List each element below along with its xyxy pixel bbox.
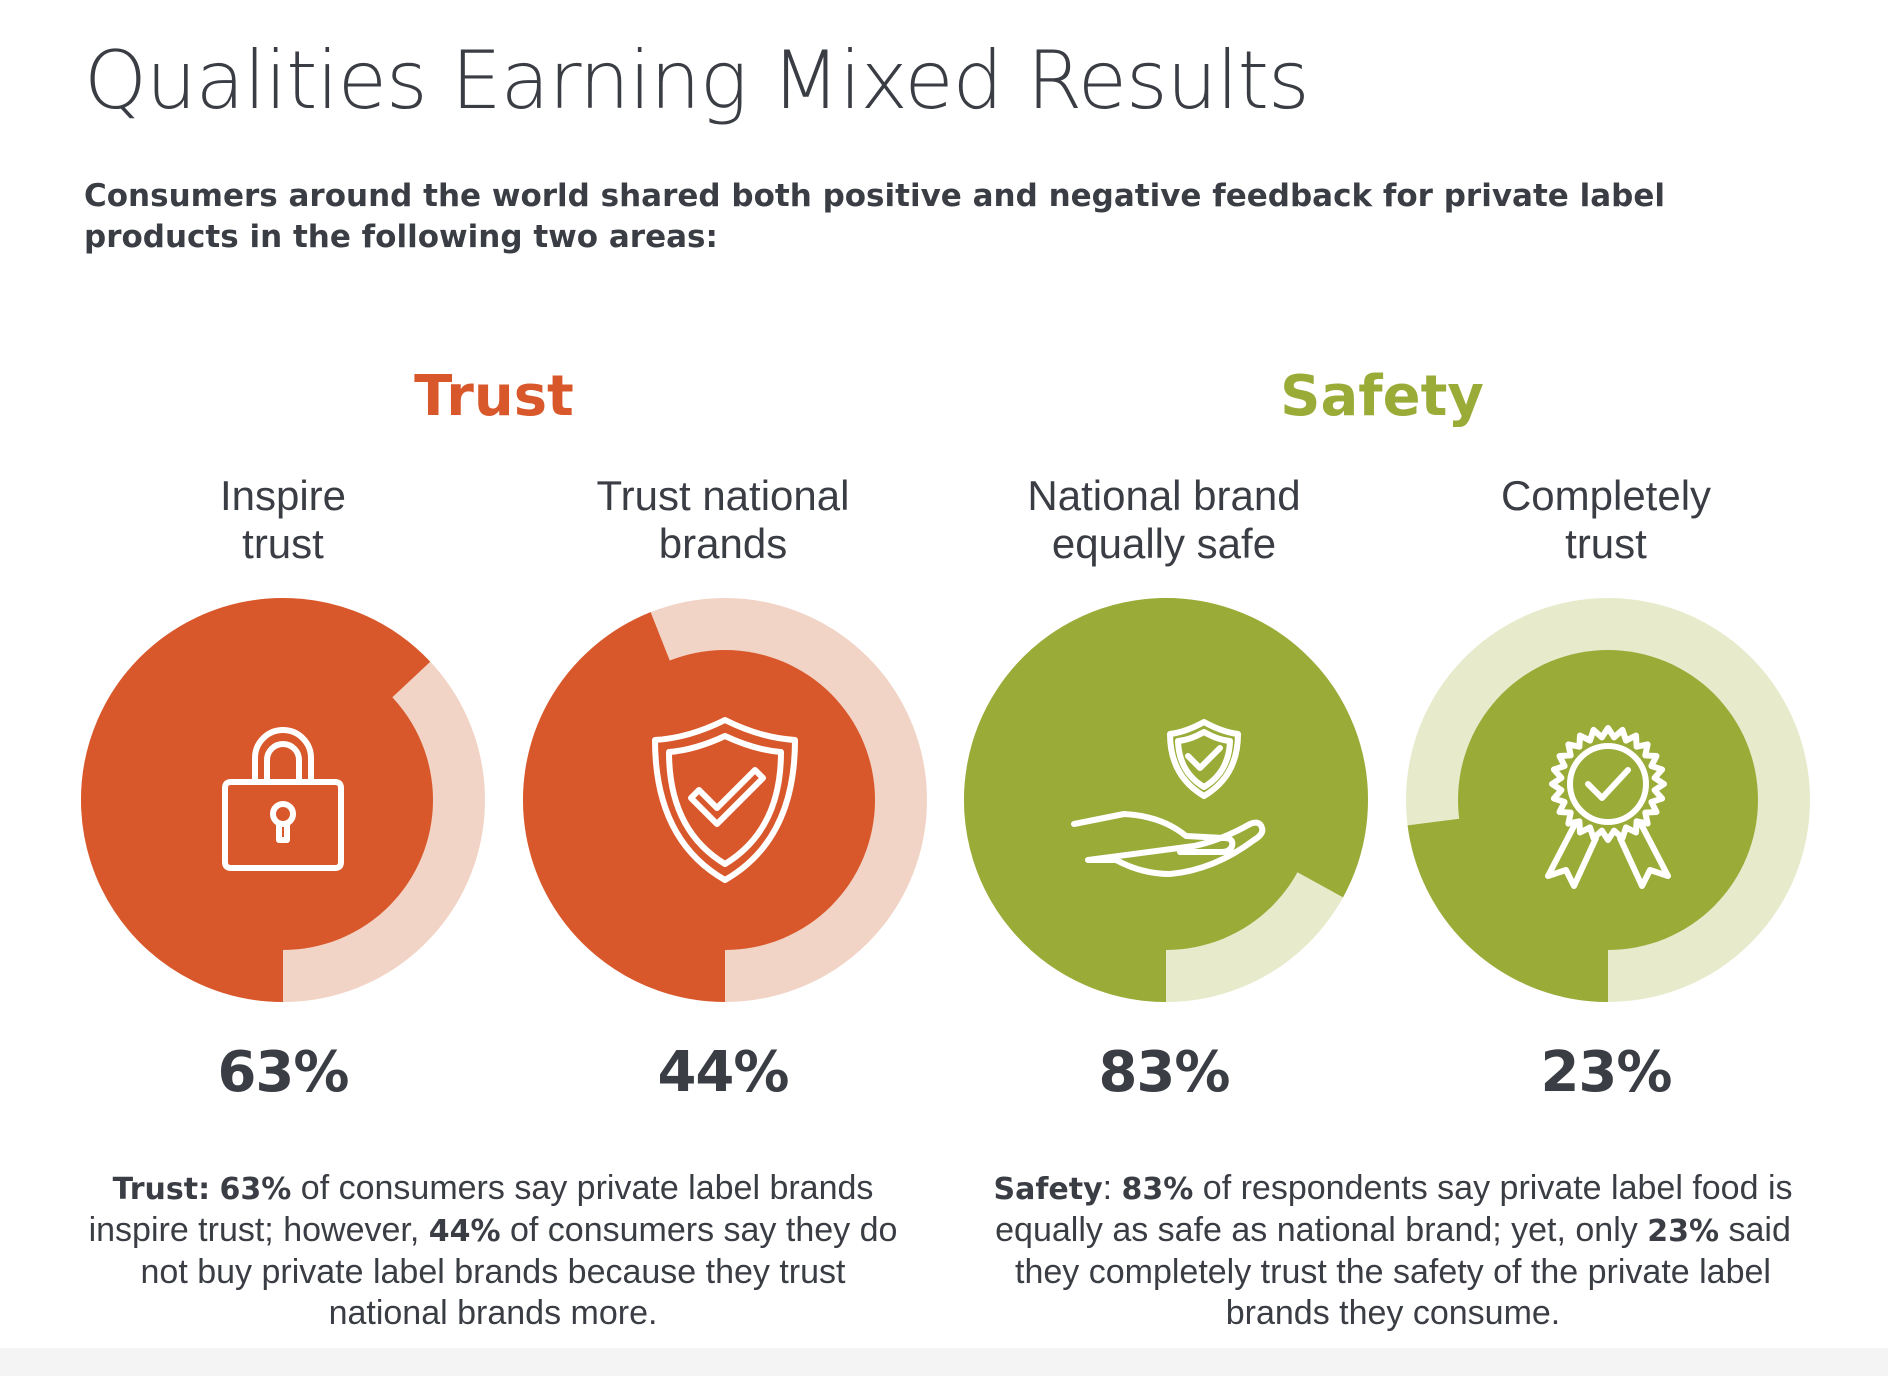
chart-label-line: trust (1565, 520, 1647, 567)
footnote-percent: 83% (1121, 1172, 1194, 1207)
donut-chart (1406, 598, 1810, 1002)
percent-label-completely-trust: 23% (1540, 1040, 1672, 1105)
donut-chart (964, 598, 1368, 1002)
donut-center-disc (1458, 650, 1758, 950)
footnote-lead: Trust: (112, 1172, 211, 1207)
chart-label-line: Completely (1500, 472, 1712, 519)
footnote-safety: Safety: 83% of respondents say private l… (983, 1168, 1803, 1334)
donut-center-disc (133, 650, 433, 950)
section-title-trust: Trust (414, 364, 574, 429)
chart-label-line: National brand (1027, 472, 1301, 519)
donut-value-arc (1407, 817, 1609, 1002)
award-ribbon-icon (1545, 725, 1671, 889)
donut-value-arc (81, 598, 431, 1002)
section-title-safety: Safety (1280, 364, 1484, 429)
percent-label-inspire-trust: 63% (217, 1040, 349, 1105)
chart-label-line: brands (658, 520, 788, 567)
chart-label-inspire-trust: Inspire trust (73, 472, 493, 568)
donut-chart (523, 598, 927, 1002)
chart-label-line: Inspire (219, 472, 347, 519)
lock-icon (222, 727, 344, 871)
page-title: Qualities Earning Mixed Results (84, 34, 1310, 127)
chart-label-line: equally safe (1051, 520, 1277, 567)
donut-center-disc (1016, 650, 1316, 950)
percent-label-trust-national-brands: 44% (657, 1040, 789, 1105)
donut-value-arc (523, 612, 726, 1002)
footnote-percent: 23% (1647, 1214, 1720, 1249)
bottom-edge (0, 1348, 1888, 1376)
footnote-text: of consumers say they do not buy private… (140, 1211, 898, 1332)
footnote-text: of respondents say private label food is… (995, 1169, 1793, 1249)
shield-check-icon (652, 717, 798, 883)
footnote-trust: Trust: 63% of consumers say private labe… (83, 1168, 903, 1334)
chart-label-completely-trust: Completely trust (1396, 472, 1816, 568)
chart-label-line: Trust national (596, 472, 850, 519)
footnote-percent: 44% (428, 1214, 501, 1249)
footnote-text: said they completely trust the safety of… (1015, 1211, 1791, 1332)
footnote-text: of consumers say private label brands in… (88, 1169, 874, 1249)
chart-label-trust-national-brands: Trust national brands (513, 472, 933, 568)
hand-shield-icon (1071, 719, 1266, 877)
percent-label-national-brand-equally-safe: 83% (1098, 1040, 1230, 1105)
chart-label-line: trust (242, 520, 324, 567)
chart-label-national-brand-equally-safe: National brand equally safe (954, 472, 1374, 568)
page-subtitle: Consumers around the world shared both p… (84, 178, 1665, 255)
footnote-colon: : (1102, 1169, 1122, 1207)
donut-chart (81, 598, 485, 1002)
footnote-lead: Safety (993, 1172, 1103, 1207)
donut-value-arc (964, 598, 1368, 1002)
footnote-percent: 63% (219, 1172, 292, 1207)
